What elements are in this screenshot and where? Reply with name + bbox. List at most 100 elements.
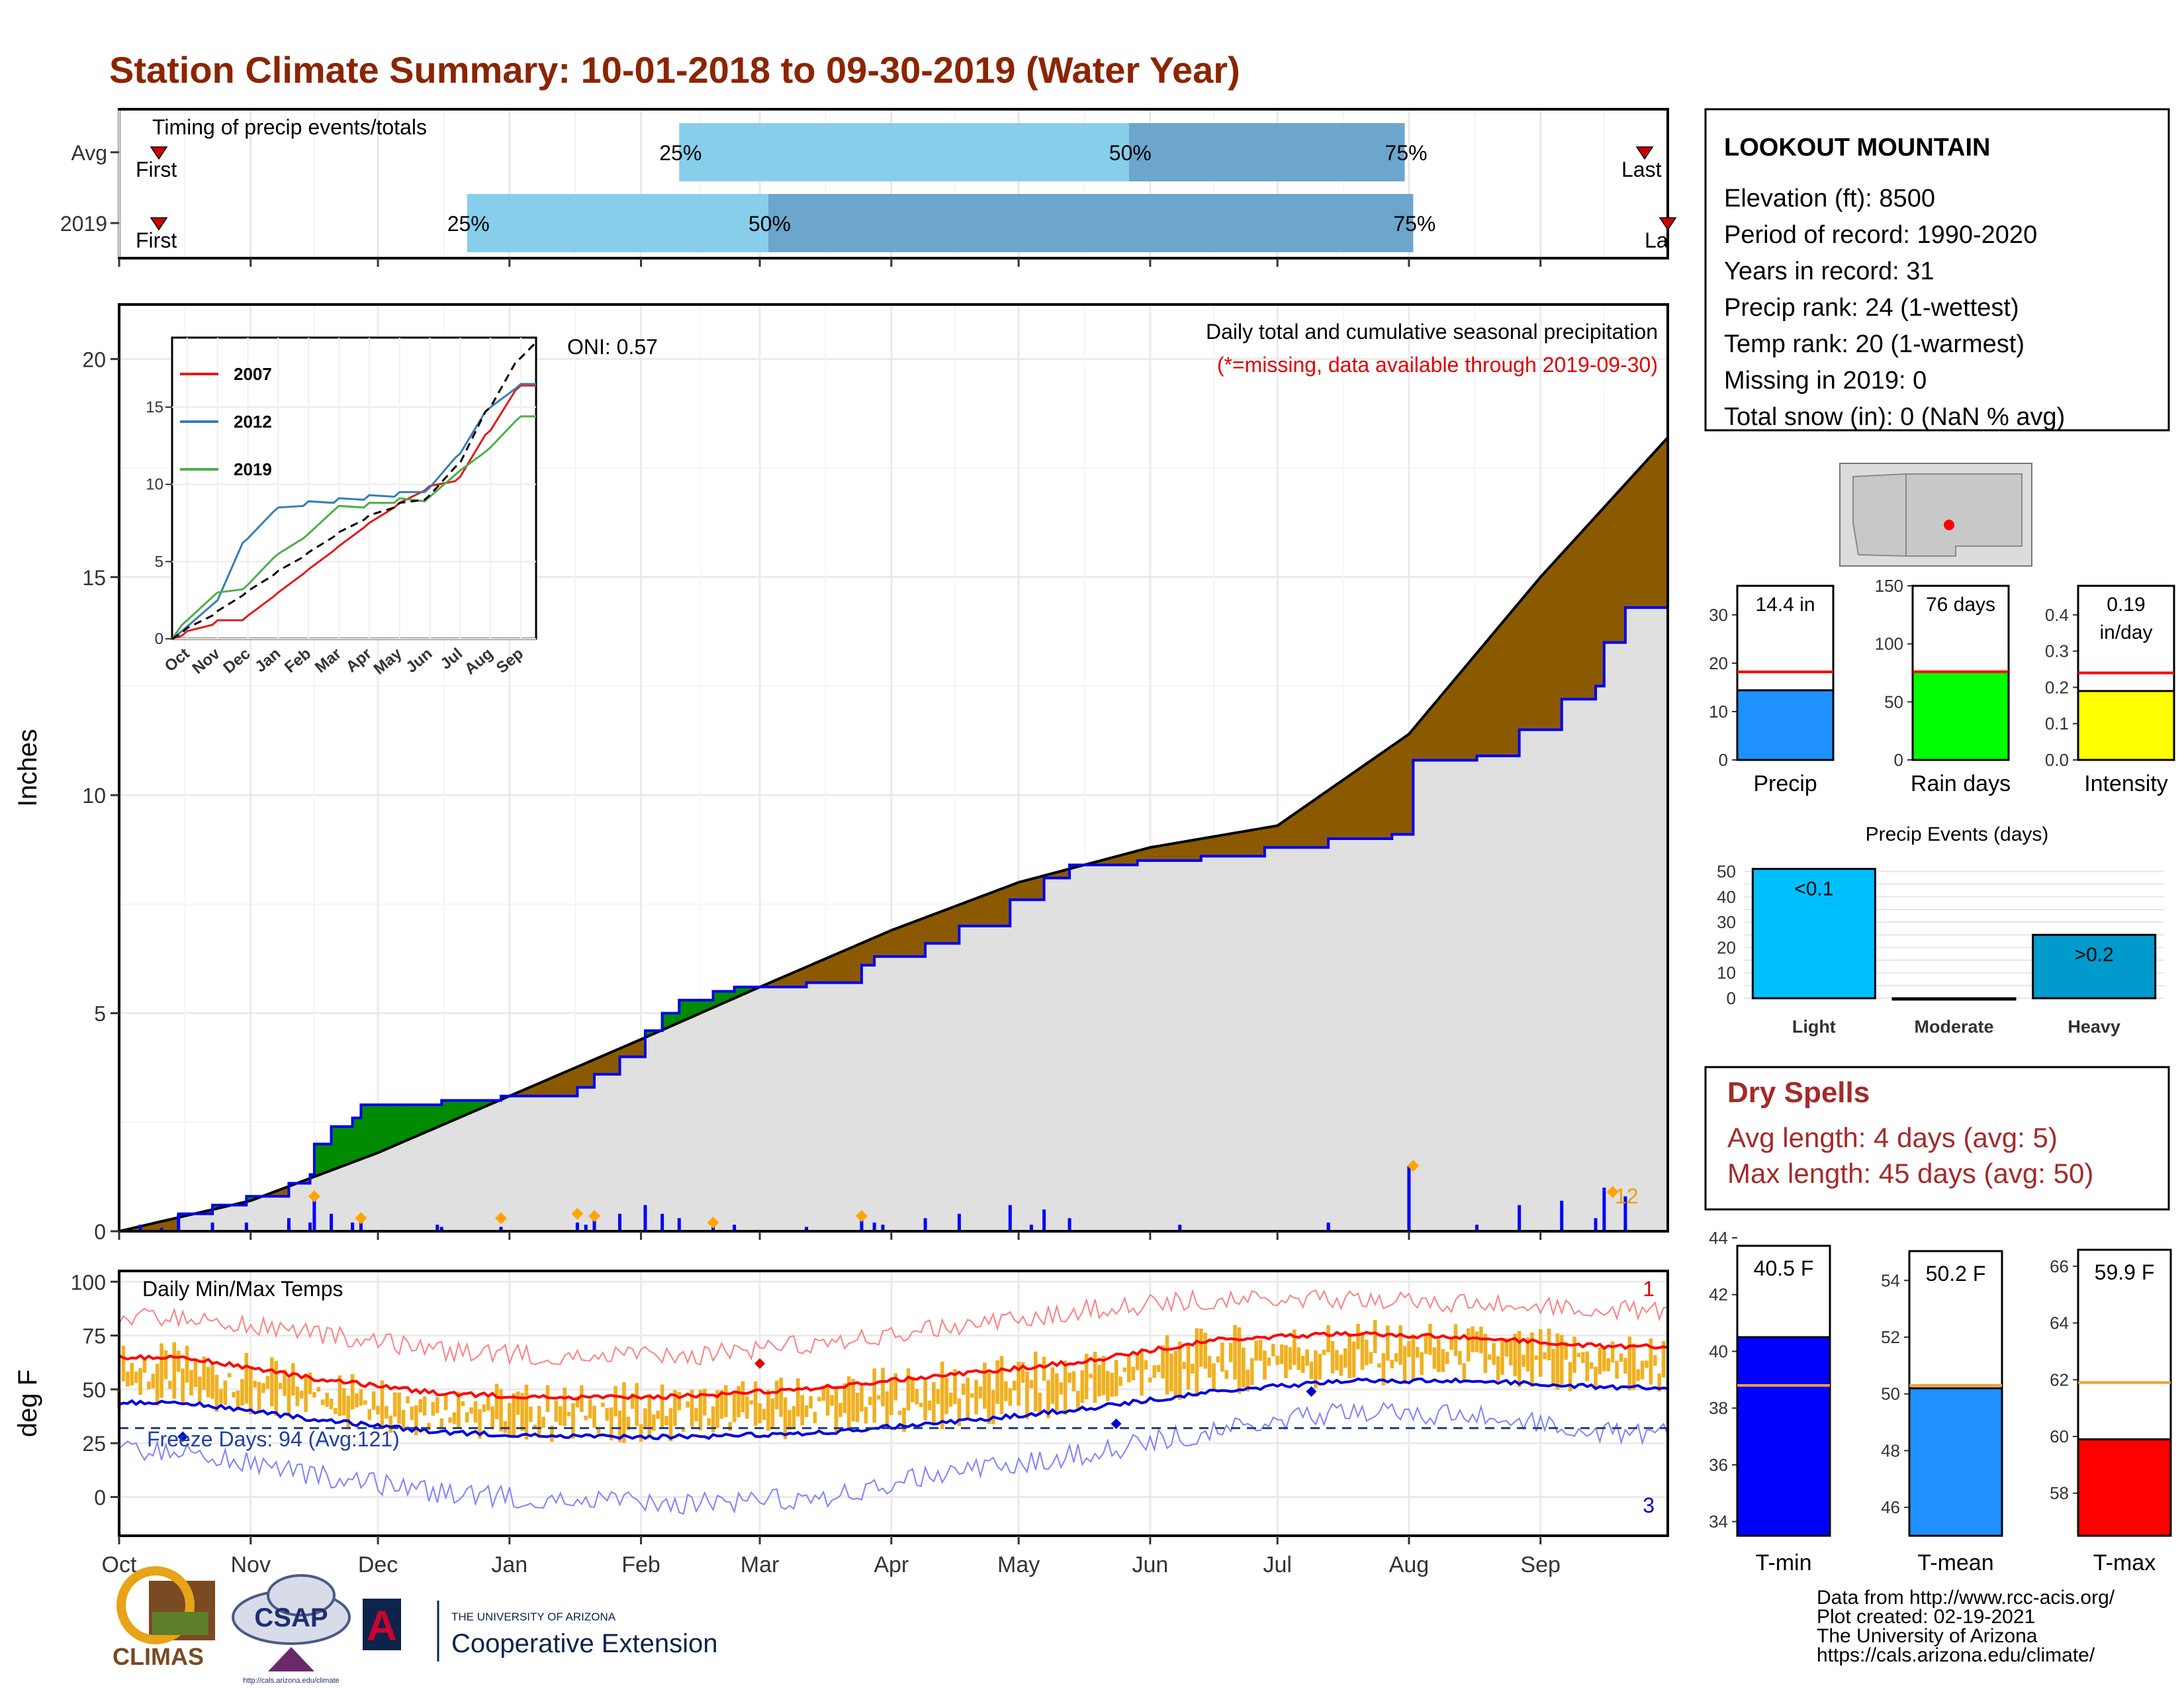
below-average-fill — [870, 938, 875, 966]
below-average-fill — [1201, 838, 1206, 857]
temp-summary-ytick-label: 58 — [2050, 1483, 2069, 1503]
above-average-fill — [666, 1013, 672, 1027]
credit-line-2: Plot created: 02-19-2021 — [1817, 1606, 2035, 1628]
daily-event-marker — [855, 1209, 868, 1222]
daily-temp-bar — [1267, 1357, 1271, 1366]
daily-temp-bar — [906, 1368, 911, 1411]
station-info-line: Elevation (ft): 8500 — [1724, 185, 1935, 212]
daily-temp-bar — [388, 1415, 393, 1433]
daily-precip-bar — [138, 1225, 142, 1231]
below-average-fill — [1184, 841, 1189, 861]
daily-temp-bar — [932, 1382, 936, 1423]
below-average-fill — [1290, 815, 1295, 848]
daily-temp-bar — [1564, 1342, 1568, 1360]
daily-temp-bar — [1254, 1340, 1258, 1361]
above-average-fill — [709, 1000, 714, 1009]
daily-temp-bar — [1437, 1339, 1441, 1372]
precip-ytick-label: 20 — [82, 348, 106, 371]
summary-bar-value — [2077, 690, 2175, 761]
below-average-fill — [586, 1062, 591, 1088]
daily-temp-bar — [295, 1386, 300, 1407]
csap-logo-text: CSAP — [254, 1603, 328, 1632]
daily-precip-bar — [575, 1222, 579, 1231]
daily-temp-bar — [1207, 1356, 1212, 1378]
above-average-fill — [479, 1100, 484, 1108]
below-average-fill — [632, 1042, 637, 1057]
daily-temp-bar — [601, 1403, 605, 1407]
daily-temp-bar — [770, 1398, 775, 1429]
below-average-fill — [1379, 753, 1385, 839]
daily-temp-bar — [1046, 1380, 1050, 1419]
daily-precip-bar — [1560, 1200, 1564, 1231]
daily-temp-bar — [626, 1417, 631, 1430]
above-average-fill — [743, 987, 748, 994]
below-average-fill — [1438, 696, 1443, 761]
below-average-fill — [1633, 472, 1639, 608]
daily-temp-bar — [1242, 1347, 1246, 1387]
daily-temp-bar — [1339, 1354, 1343, 1376]
daily-temp-bar — [579, 1385, 584, 1412]
below-average-fill — [208, 1210, 213, 1214]
below-average-fill — [904, 924, 909, 957]
temp-summary-label: T-mean — [1917, 1550, 1993, 1575]
below-average-fill — [514, 1093, 519, 1096]
daily-temp-bar — [643, 1408, 647, 1429]
daily-temp-bar — [482, 1404, 486, 1413]
station-marker — [1944, 520, 1954, 530]
daily-precip-bar — [860, 1213, 864, 1231]
daily-temp-bar — [690, 1389, 694, 1427]
summary-bar-label: Precip — [1753, 771, 1817, 796]
summary-ytick-label: 0.4 — [2045, 605, 2069, 625]
above-average-fill — [662, 1013, 667, 1029]
temp-summary-ytick-label: 54 — [1881, 1270, 1900, 1290]
daily-temp-bar — [350, 1374, 355, 1410]
below-average-fill — [1260, 828, 1265, 857]
below-average-fill — [1383, 750, 1388, 839]
inset-legend-label: 2019 — [234, 459, 272, 479]
daily-temp-bar — [737, 1385, 741, 1418]
daily-temp-bar — [1097, 1364, 1101, 1397]
daily-temp-bar — [1004, 1381, 1008, 1401]
above-average-fill — [467, 1100, 472, 1114]
daily-temp-bar — [1661, 1340, 1666, 1378]
daily-temp-bar — [1169, 1353, 1173, 1391]
summary-ytick-label: 0.1 — [2045, 714, 2069, 733]
below-average-fill — [565, 1071, 570, 1096]
below-average-fill — [844, 949, 850, 983]
below-average-fill — [267, 1194, 273, 1197]
temp-summary-value-label: 59.9 F — [2095, 1260, 2155, 1284]
daily-temp-bar — [469, 1407, 473, 1414]
daily-precip-bar — [923, 1218, 927, 1231]
ua-big-text: Cooperative Extension — [451, 1629, 717, 1658]
daily-temp-bar — [325, 1393, 329, 1407]
events-category-label: Light — [1792, 1017, 1836, 1037]
precip-ytick-label: 15 — [82, 566, 106, 590]
below-average-fill — [963, 902, 968, 926]
below-average-fill — [1387, 747, 1392, 839]
summary-ytick-label: 0.3 — [2045, 641, 2069, 661]
temp-ylabel: deg F — [13, 1370, 42, 1437]
daily-temp-bar — [269, 1357, 274, 1407]
summary-bar-label: Rain days — [1911, 771, 2011, 796]
daily-temp-bar — [1114, 1360, 1118, 1397]
daily-temp-bar — [974, 1380, 978, 1415]
below-average-fill — [810, 964, 815, 983]
average-cumulative-line — [118, 436, 1669, 1233]
below-average-fill — [1549, 565, 1554, 730]
below-average-fill — [615, 1049, 621, 1074]
daily-temp-bar — [1297, 1347, 1301, 1370]
daily-temp-bar — [681, 1427, 686, 1432]
daily-temp-bar — [1093, 1351, 1097, 1403]
daily-temp-bar — [1173, 1350, 1178, 1397]
above-average-fill — [348, 1126, 353, 1164]
above-average-fill — [475, 1100, 480, 1110]
below-average-fill — [797, 969, 803, 988]
temp-summary-ytick-label: 44 — [1709, 1228, 1728, 1248]
above-average-fill — [327, 1144, 332, 1172]
daily-temp-bar — [1012, 1381, 1017, 1391]
above-average-fill — [318, 1144, 324, 1175]
daily-temp-bar — [130, 1362, 134, 1386]
daily-temp-bar — [1594, 1366, 1598, 1387]
daily-temp-bar — [392, 1392, 397, 1417]
daily-temp-bar — [1466, 1328, 1471, 1362]
